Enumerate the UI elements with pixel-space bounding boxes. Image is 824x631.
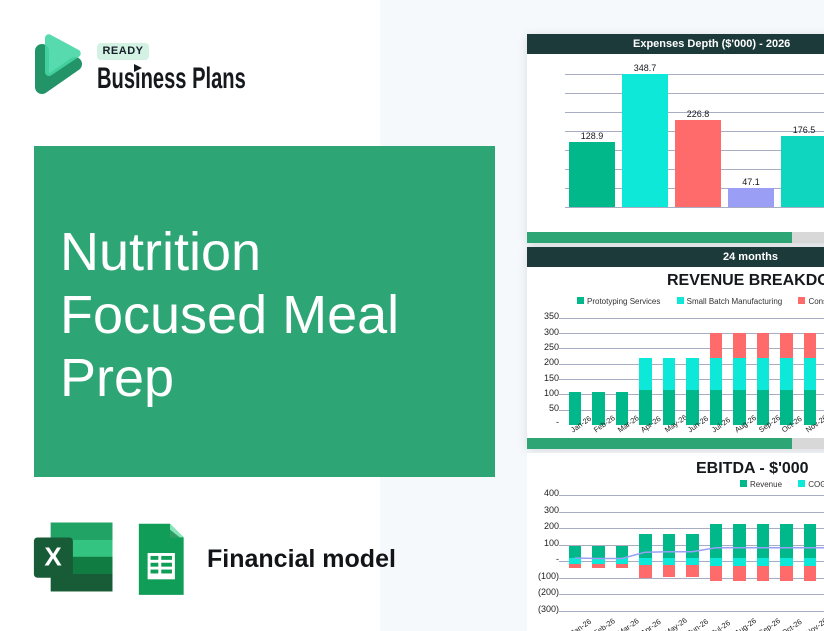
svg-text:X: X (44, 542, 62, 572)
